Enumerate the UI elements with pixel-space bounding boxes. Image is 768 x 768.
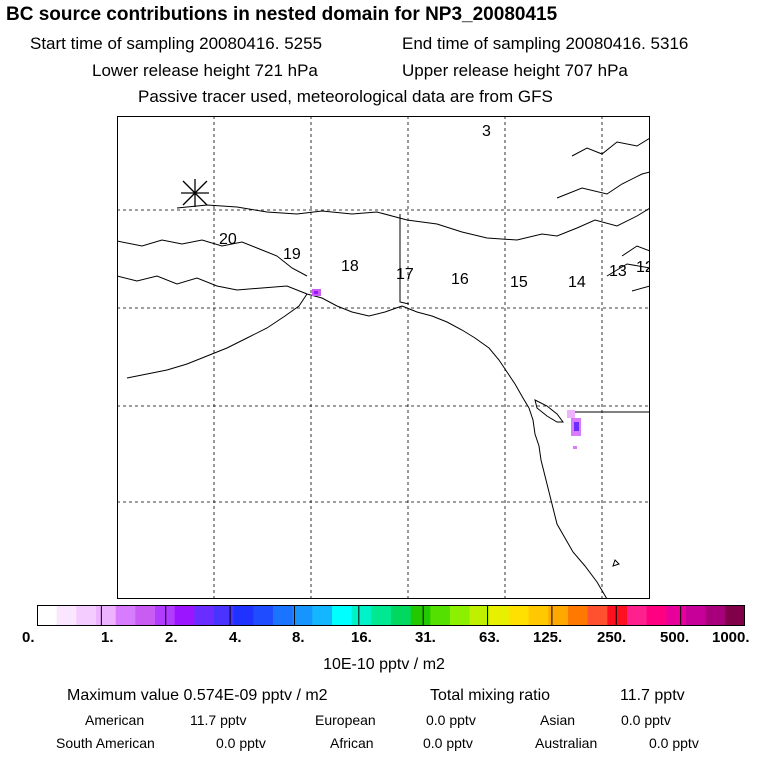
coastlines	[117, 137, 650, 599]
tracer-note: Passive tracer used, meteorological data…	[138, 87, 553, 106]
colorbar-cell	[76, 605, 97, 626]
track-label-13: 13	[609, 263, 627, 280]
lower-release-height-label: Lower release height 721 hPa	[92, 61, 318, 80]
australian-value: 0.0 pptv	[649, 735, 699, 751]
colorbar-tick-0: 0.	[22, 629, 35, 646]
track-label-12: 12	[636, 259, 650, 276]
total-mixing-value: 11.7 pptv	[620, 687, 685, 704]
start-time-label: Start time of sampling 20080416. 5255	[30, 34, 323, 53]
african-value: 0.0 pptv	[423, 735, 473, 751]
track-label-18: 18	[341, 258, 359, 275]
colorbar-cell	[410, 605, 431, 626]
total-mixing-label: Total mixing ratio	[430, 687, 551, 704]
colorbar-cell	[155, 605, 176, 626]
colorbar-cell	[135, 605, 156, 626]
colorbar-cell	[489, 605, 510, 626]
american-value: 11.7 pptv	[190, 712, 247, 728]
south-american-label: South American	[56, 735, 155, 751]
colorbar-cell	[351, 605, 372, 626]
asian-label: Asian	[540, 712, 576, 728]
colorbar-units: 10E-10 pptv / m2	[323, 656, 445, 673]
colorbar-tick-5: 16.	[351, 629, 372, 646]
colorbar-cell	[214, 605, 235, 626]
colorbar	[37, 605, 745, 626]
colorbar-tick-3: 4.	[229, 629, 242, 646]
colorbar-cell	[194, 605, 215, 626]
colorbar-cell	[312, 605, 333, 626]
colorbar-cell	[627, 605, 648, 626]
european-label: European	[315, 712, 376, 728]
map-frame	[117, 116, 650, 599]
colorbar-tick-7: 63.	[479, 629, 500, 646]
colorbar-tick-6: 31.	[415, 629, 436, 646]
colorbar-tick-10: 500.	[660, 629, 690, 646]
colorbar-cell	[371, 605, 392, 626]
plot-title: BC source contributions in nested domain…	[6, 4, 558, 25]
colorbar-cell	[174, 605, 195, 626]
colorbar-cell	[115, 605, 136, 626]
track-label-15: 15	[510, 274, 528, 291]
colorbar-tick-2: 2.	[165, 629, 178, 646]
colorbar-cell	[273, 605, 294, 626]
colorbar-cell	[548, 605, 569, 626]
upper-release-height-label: Upper release height 707 hPa	[402, 61, 628, 80]
colorbar-cell	[666, 605, 687, 626]
colorbar-cell	[37, 605, 58, 626]
colorbar-tick-11: 1000.	[712, 629, 750, 646]
colorbar-cell	[568, 605, 589, 626]
american-label: American	[85, 712, 145, 728]
colorbar-cell	[587, 605, 608, 626]
colorbar-cell	[292, 605, 313, 626]
colorbar-cell	[430, 605, 451, 626]
colorbar-cell	[528, 605, 549, 626]
colorbar-cell	[686, 605, 707, 626]
graticule	[117, 116, 650, 599]
australian-label: Australian	[535, 735, 598, 751]
track-label-14: 14	[568, 274, 586, 291]
track-label-19: 19	[283, 246, 301, 263]
colorbar-cell	[391, 605, 412, 626]
concentration-patch-puget-outer	[567, 410, 575, 418]
colorbar-cell	[646, 605, 667, 626]
european-value: 0.0 pptv	[426, 712, 476, 728]
colorbar-tick-9: 250.	[597, 629, 627, 646]
colorbar-tick-8: 125.	[533, 629, 563, 646]
colorbar-tick-4: 8.	[292, 629, 305, 646]
map-panel: 3 20 19 18 17 16 15 14 13 12	[117, 116, 650, 599]
colorbar-cell	[253, 605, 274, 626]
colorbar-cell	[469, 605, 490, 626]
track-label-16: 16	[451, 271, 469, 288]
colorbar-tick-1: 1.	[101, 629, 114, 646]
asian-value: 0.0 pptv	[621, 712, 671, 728]
colorbar-cell	[56, 605, 77, 626]
african-label: African	[330, 735, 374, 751]
track-label-20: 20	[219, 231, 237, 248]
colorbar-cell	[509, 605, 530, 626]
colorbar-cell	[96, 605, 117, 626]
colorbar-cell	[607, 605, 628, 626]
concentration-patch-alaska-core	[314, 291, 318, 294]
colorbar-cell	[332, 605, 353, 626]
colorbar-cell	[233, 605, 254, 626]
south-american-value: 0.0 pptv	[216, 735, 266, 751]
track-label-17: 17	[396, 266, 414, 283]
end-time-label: End time of sampling 20080416. 5316	[402, 34, 689, 53]
colorbar-cell	[725, 605, 745, 626]
asterisk-icon	[181, 179, 209, 207]
track-label-3: 3	[482, 123, 491, 140]
colorbar-cell	[705, 605, 726, 626]
concentration-patch-puget-core	[574, 422, 579, 431]
concentration-patches	[312, 289, 581, 449]
max-value: Maximum value 0.574E-09 pptv / m2	[67, 687, 328, 704]
colorbar-cell	[450, 605, 471, 626]
concentration-patch-south	[573, 446, 577, 449]
